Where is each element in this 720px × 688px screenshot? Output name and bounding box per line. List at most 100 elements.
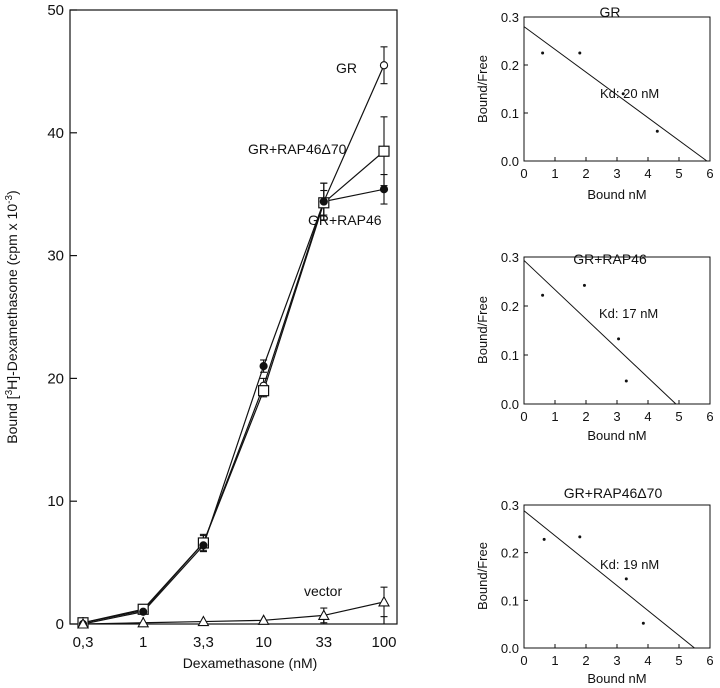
main-x-axis-label: Dexamethasone (nM) xyxy=(183,655,318,671)
data-point-vector xyxy=(77,617,89,629)
scatchard-gr-rap46-frame xyxy=(523,256,711,405)
data-point-gr-rap46-70 xyxy=(378,145,390,157)
gr-data-point xyxy=(578,51,582,55)
gr-x-tick-label: 0 xyxy=(520,166,527,181)
gr-rap46-x-tick-label: 4 xyxy=(644,409,651,424)
main-plot-frame xyxy=(69,9,398,625)
main-markers xyxy=(77,61,390,629)
gr-rap46-70-data-point xyxy=(624,577,628,581)
gr-rap46-y-tick-label: 0.0 xyxy=(501,397,519,412)
data-point-gr-rap46 xyxy=(319,197,328,206)
gr-rap46-70-data-point xyxy=(542,537,546,541)
scatchard-gr-rap46-chart: GR+RAP46 0 1 2 3 4 5 6 0.0 0.1 0.2 0.3 Kd: 17 nM B… xyxy=(475,250,714,443)
series-label-gr-rap46: GR+RAP46 xyxy=(308,212,382,228)
gr-data-point xyxy=(655,129,659,133)
gr-rap46-70-x-tick-label: 4 xyxy=(644,653,651,668)
gr-rap46-data-point xyxy=(624,379,628,383)
gr-y-tick-label: 0.0 xyxy=(501,154,519,169)
gr-x-tick-label: 6 xyxy=(706,166,713,181)
main-y-tick-label: 10 xyxy=(47,493,64,510)
series-label-gr: GR xyxy=(336,60,357,76)
gr-rap46-x-tick-label: 2 xyxy=(582,409,589,424)
main-error-bars xyxy=(199,46,388,624)
gr-rap46-70-y-tick-label: 0.0 xyxy=(501,641,519,656)
gr-rap46-x-tick-label: 0 xyxy=(520,409,527,424)
scatchard-gr-rap46d70-title: GR+RAP46Δ70 xyxy=(564,485,663,501)
gr-rap46-y-tick-label: 0.3 xyxy=(501,250,519,265)
main-series-lines xyxy=(82,65,385,625)
scatchard-gr-marks xyxy=(523,26,708,162)
gr-x-tick-label: 5 xyxy=(675,166,682,181)
gr-y-tick-label: 0.3 xyxy=(501,10,519,25)
scatchard-gr-title: GR xyxy=(600,4,621,20)
gr-rap46-70-x-tick-label: 0 xyxy=(520,653,527,668)
series-label-gr-rap46d70: GR+RAP46Δ70 xyxy=(248,141,347,157)
data-point-vector xyxy=(257,614,270,625)
gr-rap46-70-y-tick-label: 0.3 xyxy=(501,498,519,513)
scatchard-gr-rap46-y-label: Bound/Free xyxy=(475,296,490,364)
scatchard-gr-axes: 0 1 2 3 4 5 6 0.0 0.1 0.2 0.3 xyxy=(501,10,714,181)
main-x-tick-label: 33 xyxy=(315,634,332,651)
data-point-gr-rap46 xyxy=(379,185,389,194)
data-point-gr-rap46 xyxy=(139,607,148,616)
gr-rap46-data-point xyxy=(582,283,586,287)
main-chart: 0 10 20 30 40 50 0,3 1 3,3 10 33 100 Dexamethasone… xyxy=(4,2,398,671)
main-y-tick-label: 30 xyxy=(47,248,64,265)
gr-rap46-data-point xyxy=(541,293,545,297)
gr-y-tick-label: 0.2 xyxy=(501,58,519,73)
gr-rap46-y-tick-label: 0.2 xyxy=(501,299,519,314)
gr-x-tick-label: 4 xyxy=(644,166,651,181)
data-point-gr-rap46 xyxy=(199,541,208,550)
main-y-axis-label: Bound [3H]-Dexamethasone (cpm x 10-3) xyxy=(4,190,20,443)
main-x-tick-label: 100 xyxy=(371,634,396,651)
scatchard-gr-rap46d70-axes: 0 1 2 3 4 5 6 0.0 0.1 0.2 0.3 xyxy=(501,498,714,668)
gr-fit-line xyxy=(523,26,708,162)
gr-y-tick-label: 0.1 xyxy=(501,106,519,121)
gr-rap46-70-y-tick-label: 0.2 xyxy=(501,546,519,561)
gr-rap46-70-x-tick-label: 2 xyxy=(582,653,589,668)
main-y-tick-label: 40 xyxy=(47,125,64,142)
gr-rap46-70-x-tick-label: 1 xyxy=(551,653,558,668)
scatchard-gr-rap46-marks xyxy=(523,260,677,405)
main-x-axis: 0,3 1 3,3 10 33 100 xyxy=(73,617,397,651)
main-x-tick-label: 10 xyxy=(255,634,272,651)
gr-rap46-x-tick-label: 6 xyxy=(706,409,713,424)
gr-rap46-70-x-tick-label: 3 xyxy=(613,653,620,668)
data-point-gr xyxy=(379,61,389,70)
main-x-tick-label: 1 xyxy=(139,634,147,651)
gr-rap46-70-data-point xyxy=(578,535,582,539)
data-point-gr-rap46-70 xyxy=(258,385,270,397)
scatchard-gr-rap46d70-marks xyxy=(523,510,695,649)
scatchard-gr-rap46-title: GR+RAP46 xyxy=(573,251,647,267)
scatchard-gr-chart: GR 0 1 2 3 4 5 6 0.0 0.1 0.2 0.3 Kd: 20 nM Bound n… xyxy=(475,4,714,202)
series-line-gr-rap46-70 xyxy=(82,150,385,624)
gr-rap46-fit-line xyxy=(523,260,677,405)
gr-rap46-y-tick-label: 0.1 xyxy=(501,348,519,363)
scatchard-gr-rap46d70-x-label: Bound nM xyxy=(587,671,646,686)
scatchard-gr-rap46d70-annotation: Kd: 19 nM xyxy=(600,557,659,572)
series-line-gr xyxy=(82,65,385,624)
main-y-tick-label: 20 xyxy=(47,370,64,387)
scatchard-gr-rap46d70-frame xyxy=(523,504,711,649)
data-point-vector xyxy=(378,595,390,607)
gr-rap46-70-x-tick-label: 5 xyxy=(675,653,682,668)
gr-rap46-x-tick-label: 1 xyxy=(551,409,558,424)
series-line-gr-rap46 xyxy=(82,188,385,625)
series-label-vector: vector xyxy=(304,583,342,599)
scatchard-gr-rap46-annotation: Kd: 17 nM xyxy=(599,306,658,321)
gr-x-tick-label: 2 xyxy=(582,166,589,181)
scatchard-gr-rap46-x-label: Bound nM xyxy=(587,428,646,443)
main-x-tick-label: 0,3 xyxy=(73,634,94,651)
data-point-vector xyxy=(137,616,150,628)
scatchard-gr-x-label: Bound nM xyxy=(587,187,646,202)
gr-rap46-x-tick-label: 3 xyxy=(613,409,620,424)
gr-rap46-70-x-tick-label: 6 xyxy=(706,653,713,668)
gr-rap46-70-y-tick-label: 0.1 xyxy=(501,593,519,608)
main-x-tick-label: 3,3 xyxy=(193,634,214,651)
gr-data-point xyxy=(621,92,625,96)
scatchard-gr-y-label: Bound/Free xyxy=(475,55,490,123)
main-y-axis: 0 10 20 30 40 50 xyxy=(47,2,77,633)
data-point-vector xyxy=(317,609,330,620)
main-y-tick-label: 0 xyxy=(56,616,64,633)
